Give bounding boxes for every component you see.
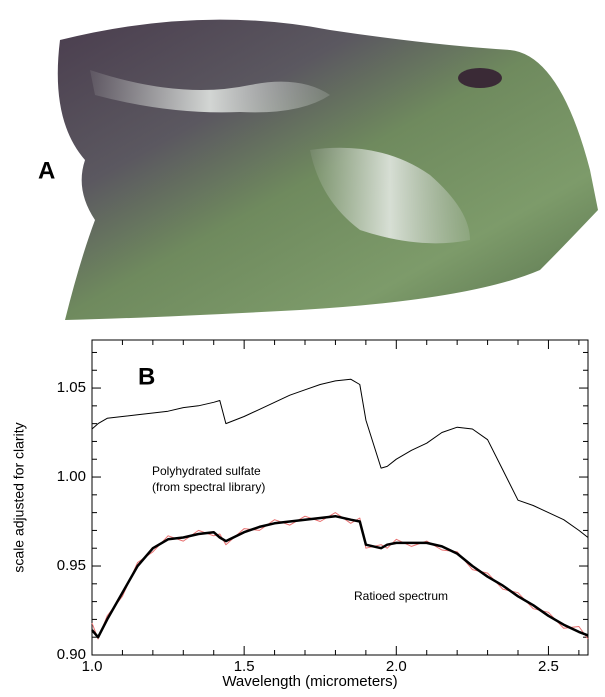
annotation: (from spectral library) <box>152 480 265 494</box>
plot-frame <box>92 340 588 655</box>
spectrum-line <box>92 513 588 639</box>
y-tick-label: 1.00 <box>57 468 86 485</box>
y-tick-label: 1.05 <box>57 379 86 396</box>
x-axis-title: Wavelength (micrometers) <box>222 673 397 690</box>
terrain-image <box>58 20 598 320</box>
annotation: Polyhydrated sulfate <box>152 464 261 478</box>
x-tick-label: 2.5 <box>538 658 559 675</box>
panel-label: A <box>38 157 55 184</box>
y-tick-label: 0.95 <box>57 557 86 574</box>
y-tick-label: 0.90 <box>57 646 86 663</box>
y-axis-title: scale adjusted for clarity <box>11 422 27 572</box>
spectrum-line <box>92 379 588 537</box>
figure: A 1.01.52.02.50.900.951.001.05BPolyhydra… <box>0 0 605 692</box>
panel-label: B <box>138 363 155 390</box>
terrain-crater <box>458 68 502 88</box>
annotation: Ratioed spectrum <box>354 589 448 603</box>
spectrum-line <box>92 516 588 637</box>
